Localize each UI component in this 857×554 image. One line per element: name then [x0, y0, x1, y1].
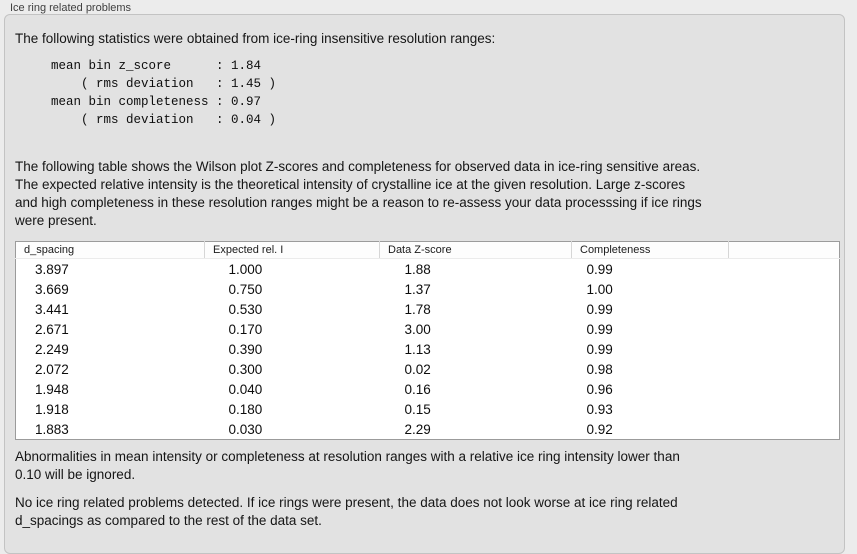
cell-expected-rel-i: 0.040 [228, 381, 263, 397]
cell-empty [729, 299, 840, 319]
table-row[interactable]: 1.948 0.040 0.16 0.96 [16, 379, 840, 399]
cell-completeness: 0.99 [586, 321, 613, 337]
table-row[interactable]: 3.669 0.750 1.37 1.00 [16, 279, 840, 299]
table-row[interactable]: 1.883 0.030 2.29 0.92 [16, 419, 840, 440]
ice-ring-panel: The following statistics were obtained f… [4, 14, 845, 554]
cell-data-z-score: 0.02 [404, 361, 431, 377]
cell-d-spacing: 1.883 [35, 421, 69, 437]
cell-data-z-score: 0.16 [404, 381, 431, 397]
cell-empty [729, 419, 840, 440]
cell-completeness: 0.98 [586, 361, 613, 377]
cell-expected-rel-i: 0.030 [228, 421, 263, 437]
table-header-row: d_spacing Expected rel. I Data Z-score C… [15, 241, 840, 259]
cell-expected-rel-i: 0.180 [228, 401, 263, 417]
cell-completeness: 0.99 [586, 341, 613, 357]
cell-completeness: 0.99 [586, 261, 613, 277]
ice-ring-table: d_spacing Expected rel. I Data Z-score C… [15, 241, 840, 440]
cell-completeness: 0.92 [586, 421, 613, 437]
cell-expected-rel-i: 0.530 [228, 301, 263, 317]
column-header-data-z-score[interactable]: Data Z-score [379, 241, 572, 259]
table-row[interactable]: 2.249 0.390 1.13 0.99 [16, 339, 840, 359]
column-header-empty [728, 241, 840, 259]
cell-expected-rel-i: 1.000 [228, 261, 263, 277]
cell-d-spacing: 3.669 [35, 281, 69, 297]
cell-data-z-score: 1.88 [404, 261, 431, 277]
cell-empty [729, 399, 840, 419]
table-intro-text: The following table shows the Wilson plo… [15, 159, 702, 228]
stats-intro-text: The following statistics were obtained f… [15, 31, 496, 46]
cell-data-z-score: 2.29 [404, 421, 431, 437]
column-header-d-spacing[interactable]: d_spacing [15, 241, 205, 259]
stats-block: mean bin z_score : 1.84 ( rms deviation … [51, 59, 277, 127]
cell-data-z-score: 0.15 [404, 401, 431, 417]
cell-empty [729, 359, 840, 379]
cell-completeness: 0.96 [586, 381, 613, 397]
cell-expected-rel-i: 0.170 [228, 321, 263, 337]
cell-d-spacing: 2.249 [35, 341, 69, 357]
cell-d-spacing: 2.072 [35, 361, 69, 377]
cell-d-spacing: 3.897 [35, 261, 69, 277]
cell-completeness: 0.93 [586, 401, 613, 417]
table-row[interactable]: 1.918 0.180 0.15 0.93 [16, 399, 840, 419]
column-header-completeness[interactable]: Completeness [571, 241, 729, 259]
cell-d-spacing: 2.671 [35, 321, 69, 337]
table-row[interactable]: 2.072 0.300 0.02 0.98 [16, 359, 840, 379]
cell-empty [729, 279, 840, 299]
table-row[interactable]: 3.441 0.530 1.78 0.99 [16, 299, 840, 319]
cell-d-spacing: 1.918 [35, 401, 69, 417]
cell-completeness: 1.00 [586, 281, 613, 297]
table-row[interactable]: 3.897 1.000 1.88 0.99 [16, 259, 840, 280]
cell-empty [729, 379, 840, 399]
cell-empty [729, 259, 840, 280]
cell-completeness: 0.99 [586, 301, 613, 317]
conclusion-text: No ice ring related problems detected. I… [15, 495, 678, 528]
cell-expected-rel-i: 0.300 [228, 361, 263, 377]
cell-d-spacing: 1.948 [35, 381, 69, 397]
cell-empty [729, 319, 840, 339]
cell-data-z-score: 3.00 [404, 321, 431, 337]
cell-empty [729, 339, 840, 359]
cell-data-z-score: 1.13 [404, 341, 431, 357]
cell-expected-rel-i: 0.750 [228, 281, 263, 297]
group-box-title: Ice ring related problems [10, 2, 132, 14]
cell-data-z-score: 1.37 [404, 281, 431, 297]
cell-data-z-score: 1.78 [404, 301, 431, 317]
table-row[interactable]: 2.671 0.170 3.00 0.99 [16, 319, 840, 339]
ignore-rule-text: Abnormalities in mean intensity or compl… [15, 449, 680, 482]
cell-expected-rel-i: 0.390 [228, 341, 263, 357]
column-header-expected-rel-i[interactable]: Expected rel. I [204, 241, 380, 259]
cell-d-spacing: 3.441 [35, 301, 69, 317]
